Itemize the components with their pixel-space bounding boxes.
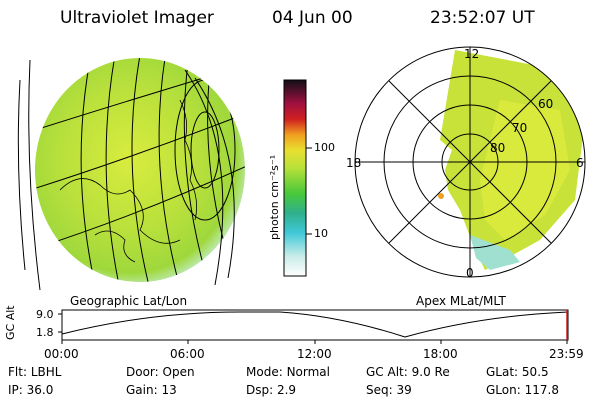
status-seq: Seq: 39: [366, 383, 412, 397]
altitude-axis-label: GC Alt: [4, 305, 17, 340]
mlt-label-12: 12: [464, 47, 480, 61]
status-flt: Flt: LBHL: [8, 365, 62, 379]
date-label: 04 Jun 00: [272, 8, 353, 28]
polar-panel: [354, 46, 586, 278]
mlt-label-6: 6: [576, 156, 584, 170]
mlat-label-70: 70: [512, 121, 528, 135]
altitude-plot: [58, 309, 569, 344]
status-ip: IP: 36.0: [8, 383, 54, 397]
mlat-label-60: 60: [538, 97, 554, 111]
time-label: 23:52:07 UT: [430, 8, 535, 28]
mlat-label-80: 80: [490, 141, 506, 155]
status-gain: Gain: 13: [126, 383, 177, 397]
colorbar-tick-100: 100: [314, 141, 335, 154]
geo-panel-label: Geographic Lat/Lon: [70, 294, 188, 308]
alt-tick-1-8: 1.8: [36, 326, 54, 339]
colorbar-unit-label: photon cm⁻²s⁻¹: [268, 154, 281, 240]
colorbar-tick-10: 10: [314, 227, 328, 240]
status-glat: GLat: 50.5: [486, 365, 549, 379]
time-tick-1200: 12:00: [297, 347, 332, 361]
alt-tick-9: 9.0: [36, 308, 54, 321]
geo-image-panel: [17, 58, 245, 291]
status-glon: GLon: 117.8: [486, 383, 559, 397]
time-tick-0000: 00:00: [44, 347, 79, 361]
time-tick-0600: 06:00: [170, 347, 205, 361]
status-mode: Mode: Normal: [246, 365, 330, 379]
mlt-label-0: 0: [466, 266, 474, 280]
polar-panel-label: Apex MLat/MLT: [416, 294, 506, 308]
status-dsp: Dsp: 2.9: [246, 383, 297, 397]
status-gc-alt: GC Alt: 9.0 Re: [366, 365, 450, 379]
time-tick-1800: 18:00: [423, 347, 458, 361]
instrument-title: Ultraviolet Imager: [60, 8, 214, 28]
status-door: Door: Open: [126, 365, 195, 379]
mlt-label-18: 18: [346, 156, 362, 170]
time-tick-2359: 23:59: [549, 347, 584, 361]
colorbar: [283, 79, 312, 277]
